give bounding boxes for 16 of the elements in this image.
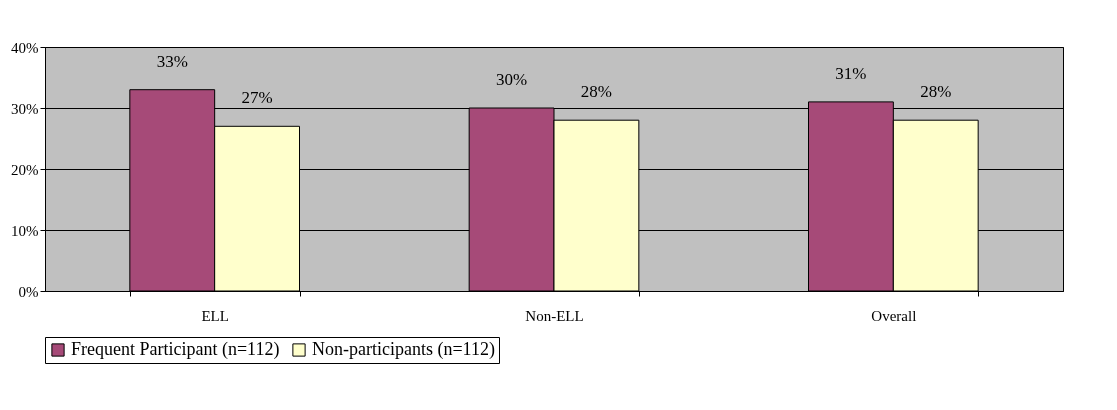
y-tick-label: 20% (11, 161, 39, 178)
data-label: 33% (156, 51, 188, 71)
data-label: 27% (241, 88, 273, 108)
x-tick-label: Non-ELL (525, 307, 584, 324)
y-tick-label: 30% (11, 100, 39, 117)
legend-label: Non-participants (n=112) (312, 339, 495, 360)
y-tick-label: 40% (11, 39, 39, 56)
x-tick-label: ELL (201, 307, 229, 324)
data-label: 30% (496, 70, 528, 89)
data-label: 31% (835, 63, 867, 83)
x-tick-label: Overall (871, 307, 917, 324)
data-label: 28% (580, 82, 612, 102)
data-label: 28% (920, 82, 952, 102)
y-tick-label: 10% (11, 222, 39, 239)
legend-label: Frequent Participant (n=112) (71, 339, 280, 360)
y-tick-label: 0% (18, 283, 39, 300)
